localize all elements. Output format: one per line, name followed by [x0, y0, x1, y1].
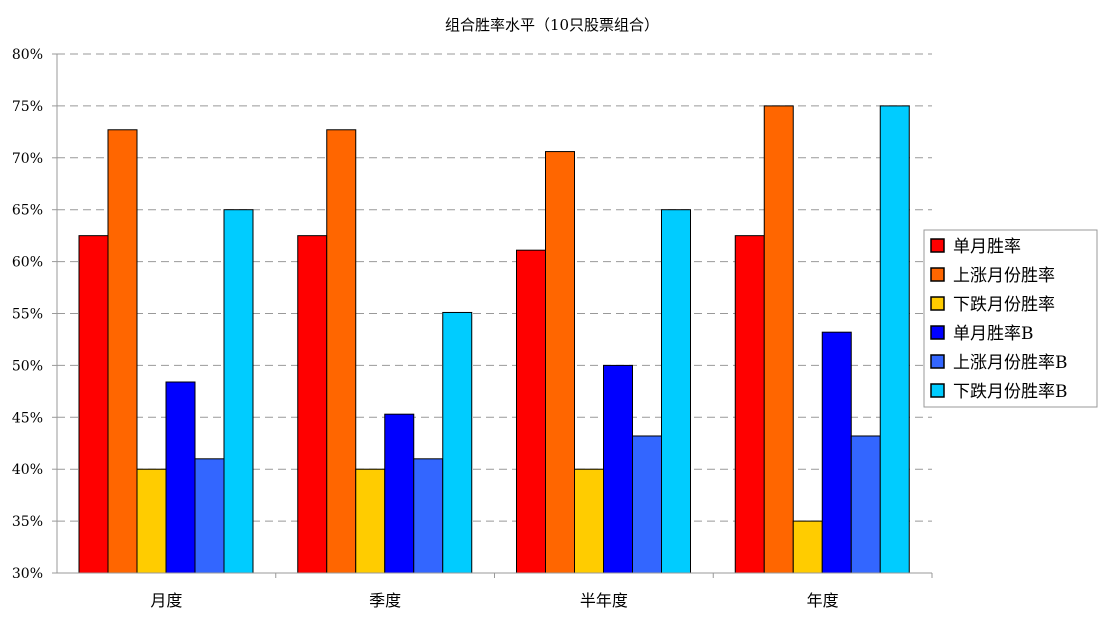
y-tick-label: 45% — [12, 410, 43, 426]
bar-2-0 — [516, 249, 546, 574]
legend-swatch — [930, 354, 945, 369]
legend-label: 单月胜率 — [953, 237, 1021, 257]
x-tick-label: 季度 — [369, 591, 401, 610]
bar-2-4 — [632, 435, 662, 574]
bar-1-0 — [297, 235, 328, 574]
bar-1-4 — [413, 458, 444, 574]
bar-0-5 — [223, 209, 254, 574]
x-tick-label: 月度 — [150, 591, 182, 610]
y-tick-label: 70% — [12, 151, 43, 167]
y-tick-label: 80% — [12, 47, 43, 63]
bar-2-5 — [661, 209, 691, 574]
bar-3-5 — [879, 105, 910, 574]
bar-1-3 — [384, 413, 415, 574]
x-tick-label: 年度 — [807, 591, 839, 610]
bar-1-5 — [442, 311, 473, 574]
y-tick-label: 30% — [12, 566, 43, 582]
y-tick-label: 35% — [12, 514, 43, 530]
bar-1-2 — [355, 468, 386, 574]
bar-2-2 — [574, 468, 604, 574]
legend-box — [923, 229, 1098, 408]
y-tick-label: 40% — [12, 462, 43, 478]
bar-3-3 — [821, 331, 852, 574]
bar-3-2 — [792, 520, 823, 574]
legend-swatch — [930, 267, 945, 282]
bar-0-1 — [107, 129, 138, 574]
bar-3-4 — [850, 435, 881, 574]
y-tick-label: 55% — [12, 307, 43, 323]
legend-swatch — [930, 325, 945, 340]
legend-label: 下跌月份胜率 — [953, 295, 1055, 315]
bar-1-1 — [326, 129, 357, 574]
bar-3-1 — [763, 105, 794, 574]
legend-label: 上涨月份胜率B — [953, 353, 1068, 373]
bar-2-1 — [545, 151, 575, 574]
y-tick-label: 60% — [12, 255, 43, 271]
bar-0-0 — [78, 235, 109, 574]
bar-3-0 — [734, 235, 765, 574]
legend-swatch — [930, 296, 945, 311]
legend-label: 下跌月份胜率B — [953, 382, 1068, 402]
bar-0-3 — [165, 381, 196, 574]
legend-swatch — [930, 383, 945, 398]
bar-0-2 — [136, 468, 167, 574]
bar-0-4 — [194, 458, 225, 574]
bar-2-3 — [603, 364, 633, 574]
y-tick-label: 50% — [12, 358, 43, 374]
legend-swatch — [930, 238, 945, 253]
legend-label: 上涨月份胜率 — [953, 266, 1055, 286]
legend-label: 单月胜率B — [953, 324, 1034, 344]
x-tick-label: 半年度 — [580, 591, 628, 610]
y-tick-label: 75% — [12, 99, 43, 115]
y-tick-label: 65% — [12, 203, 43, 219]
chart-title: 组合胜率水平（10只股票组合） — [445, 16, 659, 34]
